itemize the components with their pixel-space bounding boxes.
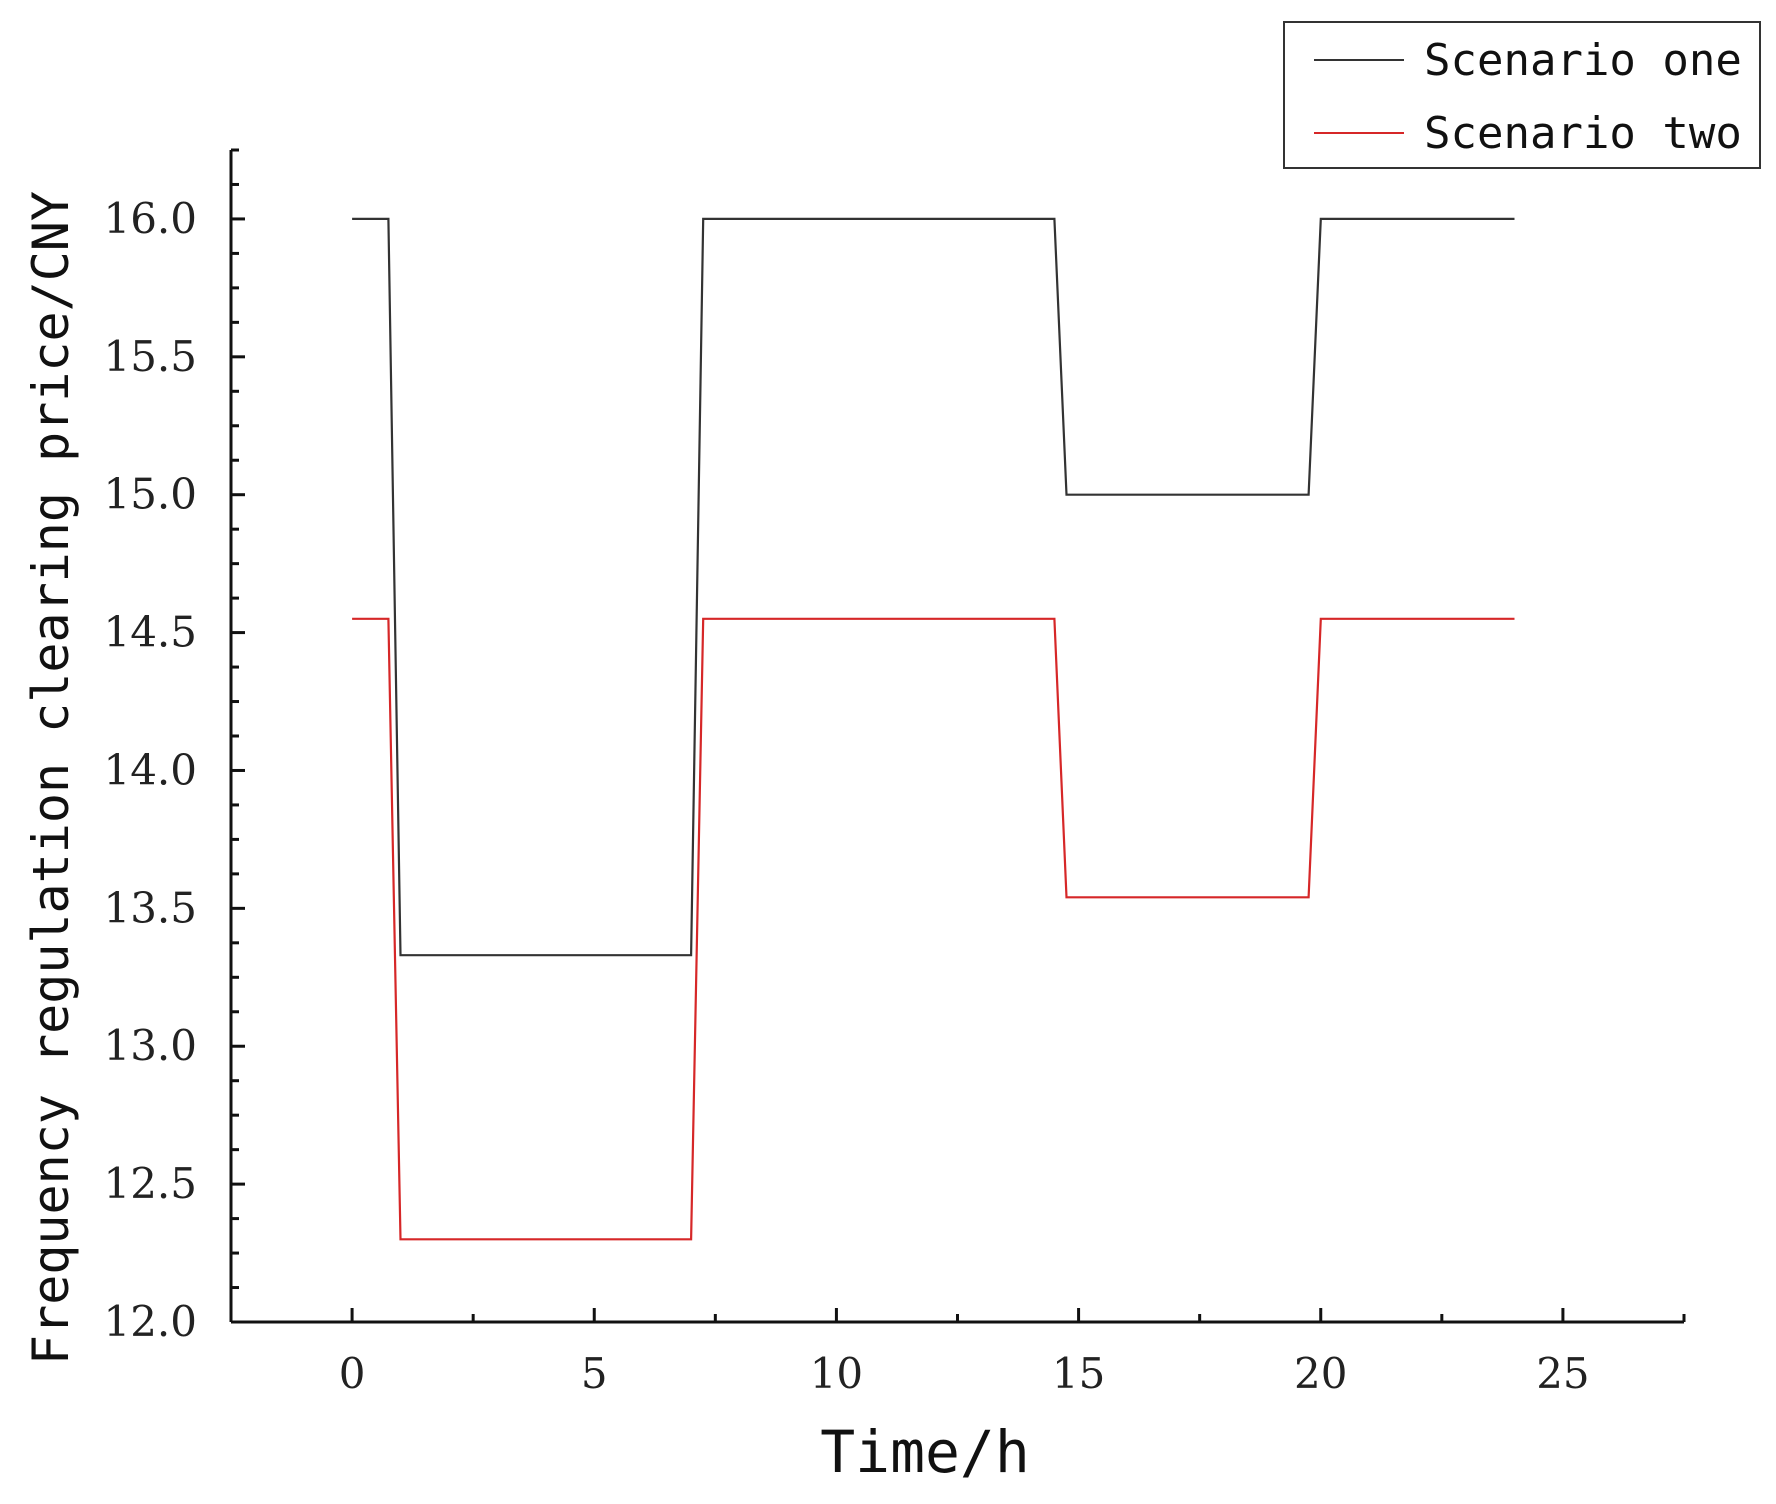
- x-tick-label: 5: [581, 1349, 608, 1398]
- axes: [229, 150, 1684, 1324]
- x-tick-label: 0: [339, 1349, 366, 1398]
- x-tick-label: 10: [810, 1349, 863, 1398]
- y-tick-label: 15.5: [103, 332, 197, 381]
- tick-marks: [229, 148, 1686, 1324]
- data-series: [352, 217, 1515, 1241]
- x-tick-label: 25: [1536, 1349, 1589, 1398]
- tick-labels: 0 5 10 15 20 25 12.0 12.5 13.0 13.5 14.0 14.5 15.0 15…: [103, 194, 1589, 1398]
- legend-box: [1283, 21, 1761, 169]
- x-tick-label: 20: [1294, 1349, 1347, 1398]
- y-tick-label: 16.0: [103, 194, 197, 243]
- series-line-scenario-one: [352, 217, 1515, 957]
- y-tick-label: 13.0: [103, 1021, 197, 1070]
- x-tick-label: 15: [1052, 1349, 1105, 1398]
- legend: Scenario one Scenario two: [1283, 21, 1761, 169]
- x-axis-title: Time/h: [820, 1418, 1030, 1486]
- legend-label-scenario-one: Scenario one: [1424, 35, 1742, 86]
- legend-label-scenario-two: Scenario two: [1424, 108, 1742, 159]
- y-tick-label: 12.0: [103, 1297, 197, 1346]
- y-tick-label: 14.0: [103, 745, 197, 794]
- y-tick-label: 13.5: [103, 883, 197, 932]
- series-line-scenario-two: [352, 617, 1515, 1241]
- y-tick-label: 14.5: [103, 608, 197, 657]
- y-axis-title: Frequency regulation clearing price/CNY: [22, 191, 80, 1365]
- y-tick-label: 15.0: [103, 470, 197, 519]
- y-tick-label: 12.5: [103, 1159, 197, 1208]
